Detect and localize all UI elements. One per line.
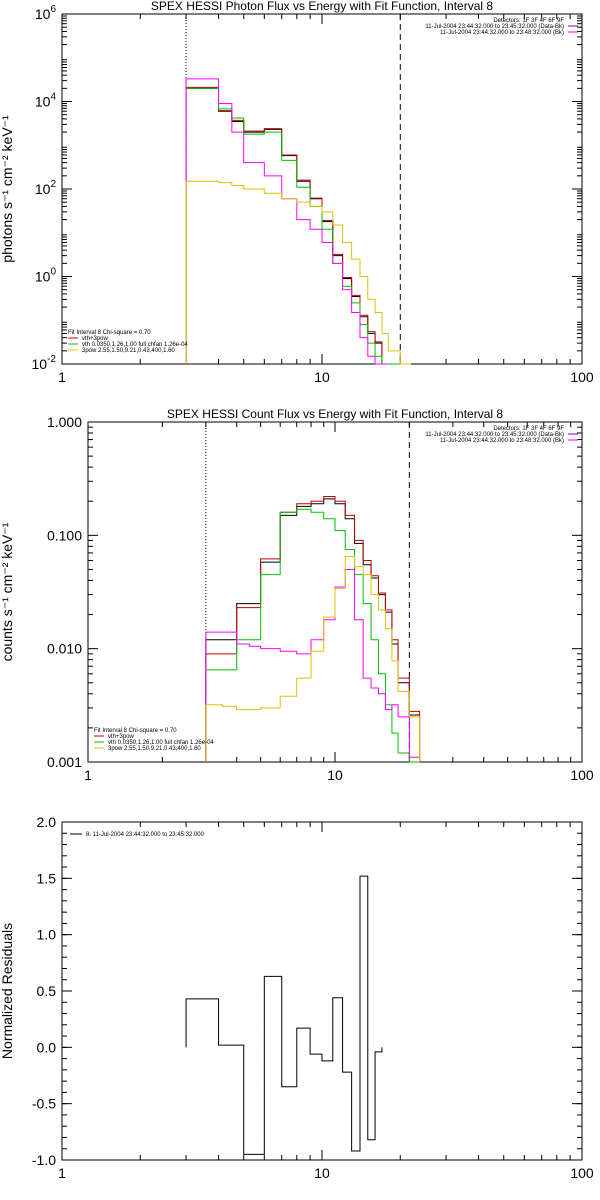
series-line-5 — [185, 180, 412, 365]
legend-entry: vth 0.0350,1.26,1.00 full chfan 1.26e-04 — [108, 740, 214, 746]
legend-entry: Detectors: 1F 3F 4F 6F 9F — [493, 18, 564, 24]
chart-title: SPEX HESSI Count Flux vs Energy with Fit… — [167, 407, 503, 421]
y-tick-label: 106 — [35, 4, 57, 22]
chart-panel-2: SPEX HESSI Count Flux vs Energy with Fit… — [0, 407, 594, 783]
y-tick-label: 104 — [35, 92, 57, 110]
legend-entry: 11-Jul-2004 23:44:32.000 to 23:45:32.000… — [425, 24, 564, 30]
y-tick-label: 1.0 — [37, 927, 57, 943]
chart-panel-3: 1 10 100 -1.0 -0.5 0.0 0.5 1.0 1.5 2.0 Normalized … — [0, 814, 594, 1181]
plot-frame — [61, 821, 583, 1161]
y-axis-label: Normalized Residuals — [0, 923, 15, 1059]
legend-entry: vth+3pow — [82, 336, 109, 342]
x-tick-label: 1 — [58, 1165, 66, 1181]
y-tick-label: 0.010 — [47, 641, 82, 657]
y-axis-label: counts s⁻¹ cm⁻² keV⁻¹ — [0, 522, 15, 661]
legend-entry: Detectors: 1F 3F 4F 6F 9F — [493, 426, 564, 432]
y-tick-label: 2.0 — [37, 814, 57, 830]
series-line-1 — [205, 498, 421, 762]
legend-entry: 3pow 2.55,1.50,9.21,0.43,400,1.60 — [108, 746, 201, 752]
chart-title: SPEX HESSI Photon Flux vs Energy with Fi… — [151, 0, 493, 13]
legend-entry: vth 0.0350,1.26,1.00 full chfan 1.26e-04 — [82, 342, 188, 348]
y-tick-label: 1.000 — [47, 414, 82, 430]
y-tick-label: 0.001 — [47, 754, 82, 770]
legend-entry: 11-Jul-2004 23:44:32.000 to 23:48:32.000… — [440, 30, 564, 36]
y-tick-label: -1.0 — [32, 1152, 56, 1168]
y-tick-label: 0.0 — [37, 1039, 57, 1055]
x-tick-label: 1 — [58, 369, 66, 385]
chart-panel-1: SPEX HESSI Photon Flux vs Energy with Fi… — [0, 0, 594, 385]
series-line-3 — [205, 508, 420, 763]
x-tick-label: 10 — [327, 767, 343, 783]
y-tick-label: -0.5 — [32, 1096, 56, 1112]
x-tick-label: 10 — [314, 1165, 330, 1181]
y-tick-label: 0.100 — [47, 527, 82, 543]
y-tick-label: 100 — [35, 267, 57, 285]
x-tick-label: 1 — [84, 767, 92, 783]
x-tick-label: 100 — [570, 1165, 594, 1181]
plot-frame — [61, 13, 583, 365]
series-line-4 — [185, 78, 389, 365]
legend-entry: 8. 11-Jul-2004 23:44:32.000 to 23:45:32.… — [86, 832, 205, 838]
legend-entry: Fit Interval 8 Chi-square = 0.70 — [94, 728, 177, 734]
legend-entry: Fit Interval 8 Chi-square = 0.70 — [68, 330, 151, 336]
series-line-5 — [205, 556, 421, 762]
x-tick-label: 100 — [570, 767, 594, 783]
y-tick-label: 0.5 — [37, 983, 57, 999]
legend-entry: 11-Jul-2004 23:44:32.000 to 23:45:32.000… — [425, 432, 564, 438]
series-line-4 — [205, 568, 421, 762]
y-axis-label: photons s⁻¹ cm⁻² keV⁻¹ — [0, 115, 15, 263]
series-line-2 — [205, 496, 421, 762]
legend-entry: 11-Jul-2004 23:44:32.000 to 23:48:32.000… — [440, 438, 564, 444]
x-tick-label: 10 — [314, 369, 330, 385]
legend-entry: vth+3pow — [108, 734, 135, 740]
series-line-1 — [185, 875, 383, 1155]
y-tick-label: 10-2 — [32, 354, 57, 372]
legend-entry: 3pow 2.55,1.50,9.21,0.43,400,1.60 — [82, 348, 175, 354]
series-line-2 — [185, 86, 412, 365]
y-tick-label: 102 — [35, 179, 57, 197]
series-line-1 — [185, 87, 412, 365]
series-line-3 — [185, 87, 412, 365]
y-tick-label: 1.5 — [37, 870, 57, 886]
x-tick-label: 100 — [570, 369, 594, 385]
